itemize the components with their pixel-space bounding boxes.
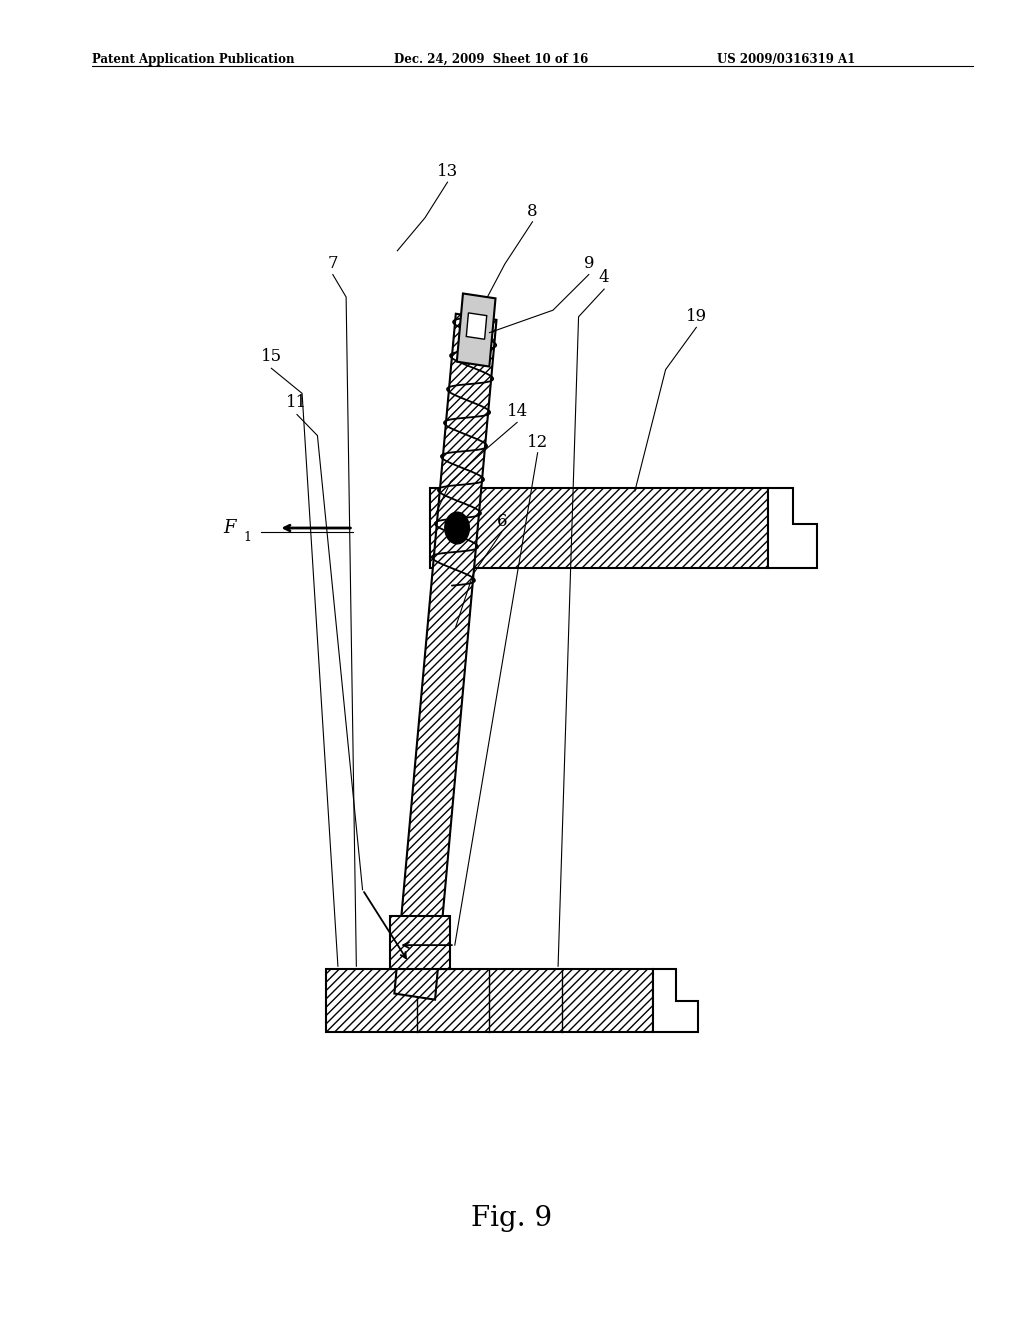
Text: Fig. 9: Fig. 9 <box>471 1205 553 1232</box>
Text: 6: 6 <box>497 513 507 529</box>
Text: Patent Application Publication: Patent Application Publication <box>92 53 295 66</box>
Circle shape <box>444 512 469 544</box>
Text: 1: 1 <box>244 531 252 544</box>
Polygon shape <box>394 314 497 999</box>
Text: 13: 13 <box>437 164 458 180</box>
Text: 12: 12 <box>527 434 548 450</box>
Bar <box>430 488 768 568</box>
Text: 11: 11 <box>287 395 307 411</box>
Text: US 2009/0316319 A1: US 2009/0316319 A1 <box>717 53 855 66</box>
Bar <box>390 916 450 969</box>
Polygon shape <box>653 969 698 1032</box>
Text: Dec. 24, 2009  Sheet 10 of 16: Dec. 24, 2009 Sheet 10 of 16 <box>394 53 589 66</box>
Polygon shape <box>768 488 817 568</box>
Bar <box>390 916 450 969</box>
Text: 8: 8 <box>527 203 538 219</box>
Text: 7: 7 <box>328 256 338 272</box>
Polygon shape <box>457 293 496 367</box>
Bar <box>430 488 768 568</box>
Text: 15: 15 <box>261 348 282 364</box>
Text: 9: 9 <box>584 256 594 272</box>
Bar <box>326 969 653 1032</box>
Text: 4: 4 <box>599 269 609 285</box>
Text: 19: 19 <box>686 309 707 325</box>
Text: 14: 14 <box>507 404 527 420</box>
Polygon shape <box>466 313 486 339</box>
Text: F: F <box>223 519 236 537</box>
Bar <box>326 969 653 1032</box>
